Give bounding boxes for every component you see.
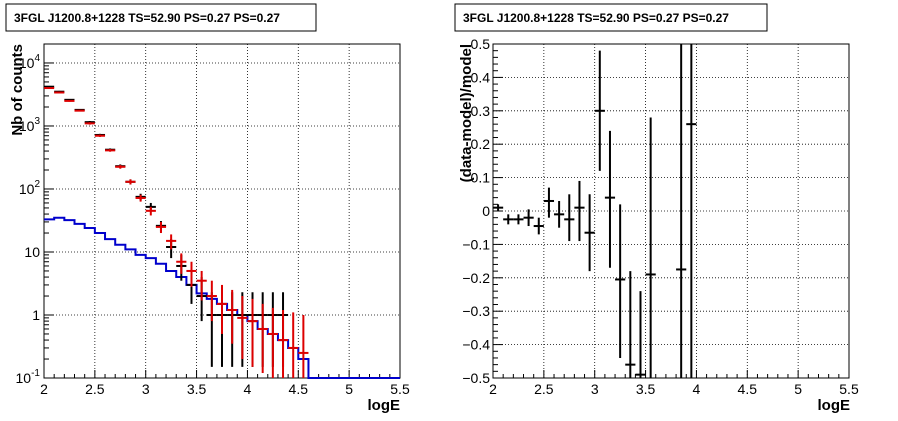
- right-y-tick-label: −0.4: [462, 337, 490, 353]
- model-sim-point: [84, 122, 95, 125]
- left-x-axis-title: logE: [368, 397, 401, 414]
- residual-point: [615, 204, 626, 358]
- residual-point: [625, 271, 636, 378]
- model-sim-point: [186, 261, 197, 287]
- model-sim-point: [125, 179, 136, 185]
- left-x-tick-label: 5: [345, 381, 353, 397]
- left-x-tick-label: 4.5: [289, 381, 309, 397]
- right-y-tick-label: −0.5: [462, 370, 490, 386]
- right-y-tick-label: −0.1: [462, 236, 490, 252]
- left-x-tick-label: 2.5: [85, 381, 105, 397]
- residual-point: [543, 187, 555, 218]
- residual-point: [594, 50, 605, 171]
- left-x-tick-label: 4: [244, 381, 252, 397]
- right-x-tick-label: 3.5: [636, 381, 656, 397]
- right-y-tick-label: 0.4: [471, 69, 491, 85]
- model-sim-point: [176, 253, 187, 274]
- residual-point: [564, 194, 575, 242]
- right-x-tick-label: 5.5: [839, 381, 859, 397]
- right-x-tick-label: 4.5: [738, 381, 758, 397]
- residual-point: [686, 44, 697, 378]
- right-x-tick-label: 3: [591, 381, 599, 397]
- right-gridlines: [493, 44, 849, 378]
- model-sim-point: [206, 280, 217, 322]
- model-sim-point: [277, 310, 289, 378]
- left-data-layer: [44, 85, 400, 379]
- right-title-box: [454, 3, 768, 32]
- left-y-tick-label: 10-1: [16, 368, 41, 386]
- left-y-tick-label: 10: [24, 244, 40, 260]
- residual-point: [503, 214, 514, 225]
- left-x-tick-label: 3: [142, 381, 150, 397]
- model-sim-point: [298, 314, 309, 378]
- residual-point: [676, 44, 687, 378]
- right-y-tick-labels: −0.5 −0.4 −0.3 −0.2 −0.1 0 0.1 0.2 0.3 0.4 0.5: [462, 36, 490, 386]
- model-sim-point: [64, 99, 75, 102]
- right-title: 3FGL J1200.8+1228 TS=52.90 PS=0.27 PS=0.…: [463, 11, 729, 25]
- residual-point: [493, 204, 504, 211]
- model-sim-point: [105, 149, 116, 152]
- left-y-axis-title: Nb of counts: [9, 44, 26, 136]
- left-title: 3FGL J1200.8+1228 TS=52.90 PS=0.27 PS=0.…: [14, 11, 280, 25]
- right-y-tick-label: 0.3: [471, 103, 491, 119]
- model-sim-point: [227, 289, 238, 344]
- left-x-tick-label: 3.5: [187, 381, 207, 397]
- residual-panel: 3FGL J1200.8+1228 TS=52.90 PS=0.27 PS=0.…: [454, 3, 859, 414]
- right-y-tick-label: −0.2: [462, 270, 490, 286]
- residual-point: [513, 214, 524, 225]
- model-sim-point: [237, 296, 248, 360]
- residual-point: [604, 130, 616, 268]
- residual-point: [635, 291, 646, 378]
- left-x-tick-labels: 2 2.5 3 3.5 4 4.5 5 5.5: [40, 381, 410, 397]
- model-sim-point: [115, 165, 126, 169]
- counts-panel: 3FGL J1200.8+1228 TS=52.90 PS=0.27 PS=0.…: [5, 3, 410, 414]
- right-x-tick-label: 2: [489, 381, 497, 397]
- right-x-axis-title: logE: [818, 397, 851, 414]
- model-sim-point: [257, 303, 268, 374]
- right-y-tick-label: 0.1: [471, 170, 491, 186]
- right-x-tick-label: 5: [794, 381, 802, 397]
- right-x-tick-label: 4: [693, 381, 701, 397]
- left-y-tick-label: 102: [19, 179, 41, 197]
- model-sim-point: [166, 234, 177, 250]
- model-sim-point: [155, 221, 167, 234]
- right-x-tick-label: 2.5: [534, 381, 554, 397]
- model-sim-point: [44, 87, 55, 90]
- right-y-tick-label: 0.2: [471, 136, 491, 152]
- model-sim-point: [54, 91, 65, 94]
- model-sim-point: [94, 134, 106, 137]
- model-sim-point: [196, 270, 207, 301]
- model-sim-point: [288, 312, 299, 378]
- residual-point: [645, 117, 656, 378]
- model-sim-point: [216, 284, 228, 334]
- model-sim-point: [135, 194, 146, 202]
- residual-point: [554, 200, 565, 228]
- residual-point: [574, 180, 585, 242]
- left-x-tick-label: 2: [40, 381, 48, 397]
- right-y-tick-label: 0.5: [471, 36, 491, 52]
- right-x-tick-labels: 2 2.5 3 3.5 4 4.5 5 5.5: [489, 381, 859, 397]
- model-sim-point: [247, 298, 258, 367]
- right-y-axis-title: (data-model)/model: [458, 44, 475, 182]
- right-axis-ticks: [492, 43, 850, 379]
- model-sim-point: [74, 109, 85, 112]
- model-step-line: [44, 216, 400, 379]
- right-data-layer: [493, 44, 697, 378]
- left-x-tick-label: 5.5: [390, 381, 410, 397]
- model-sim-point: [267, 307, 278, 378]
- residual-point: [533, 217, 544, 235]
- left-y-tick-label: 1: [32, 307, 40, 323]
- right-y-tick-label: 0: [482, 203, 490, 219]
- model-sim-point: [145, 206, 156, 216]
- residual-point: [523, 209, 534, 227]
- residual-point: [584, 194, 595, 272]
- left-title-box: [5, 3, 317, 32]
- right-y-tick-label: −0.3: [462, 303, 490, 319]
